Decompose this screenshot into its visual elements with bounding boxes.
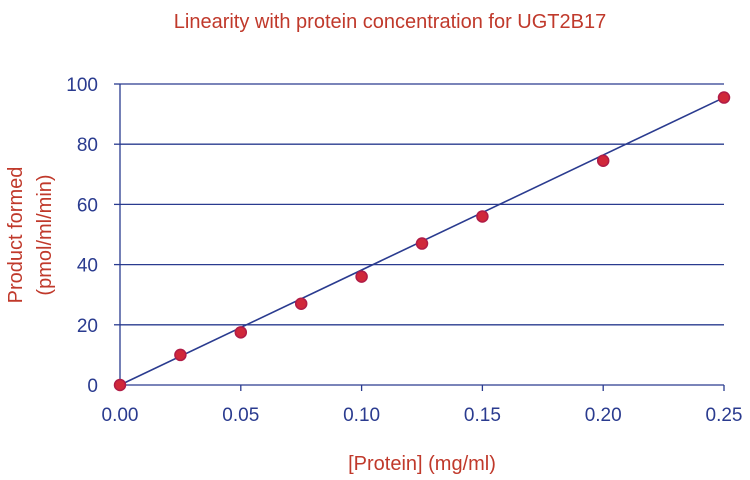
x-tick-label: 0.20: [585, 405, 622, 426]
data-points: [113, 91, 731, 392]
data-point: [415, 237, 429, 250]
y-tick-label: 0: [87, 376, 98, 397]
y-tick-label: 20: [77, 316, 98, 337]
y-axis-title-line2: (pmol/ml/min): [34, 174, 56, 295]
gridlines: [120, 83, 724, 326]
y-tick-label: 100: [66, 75, 98, 96]
x-axis-title: [Protein] (mg/ml): [348, 453, 496, 475]
chart-title: Linearity with protein concentration for…: [174, 11, 606, 33]
x-tick-labels: 0.00 0.05 0.10 0.15 0.20 0.25: [102, 405, 743, 426]
x-tick-label: 0.25: [706, 405, 743, 426]
y-tick-label: 40: [77, 256, 98, 277]
y-axis-title-line1: Product formed: [5, 167, 27, 304]
y-tick-label: 80: [77, 135, 98, 156]
data-point: [596, 154, 610, 168]
data-point: [717, 91, 731, 104]
data-point: [476, 210, 489, 223]
x-tick-label: 0.15: [464, 405, 501, 426]
data-point: [234, 326, 248, 339]
x-tick-label: 0.00: [102, 405, 139, 426]
x-tick-label: 0.05: [222, 405, 259, 426]
data-point: [355, 270, 368, 283]
data-point: [294, 297, 308, 310]
data-point: [113, 378, 127, 392]
data-point: [174, 348, 187, 362]
y-tick-labels: 0 20 40 60 80 100: [66, 75, 98, 397]
y-tick-label: 60: [77, 195, 98, 216]
x-tick-label: 0.10: [343, 405, 380, 426]
